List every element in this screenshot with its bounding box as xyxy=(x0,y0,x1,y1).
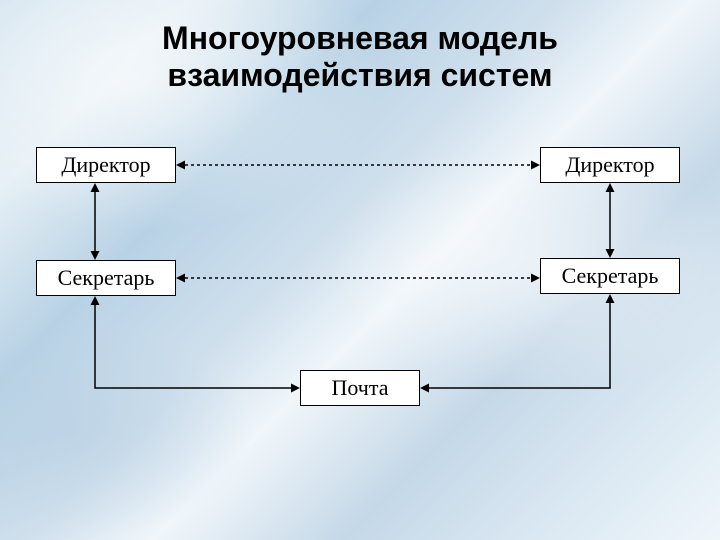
node-secretary-right: Секретарь xyxy=(540,258,680,294)
page-title: Многоуровневая модель взаимодействия сис… xyxy=(0,20,720,94)
node-director-left: Директор xyxy=(36,147,176,183)
node-label: Секретарь xyxy=(562,263,659,289)
node-label: Директор xyxy=(565,152,654,178)
title-line-2: взаимодействия систем xyxy=(0,57,720,94)
node-post: Почта xyxy=(300,370,420,406)
node-label: Секретарь xyxy=(58,265,155,291)
node-label: Почта xyxy=(331,375,388,401)
node-director-right: Директор xyxy=(540,147,680,183)
node-secretary-left: Секретарь xyxy=(36,260,176,296)
title-line-1: Многоуровневая модель xyxy=(0,20,720,57)
node-label: Директор xyxy=(61,152,150,178)
